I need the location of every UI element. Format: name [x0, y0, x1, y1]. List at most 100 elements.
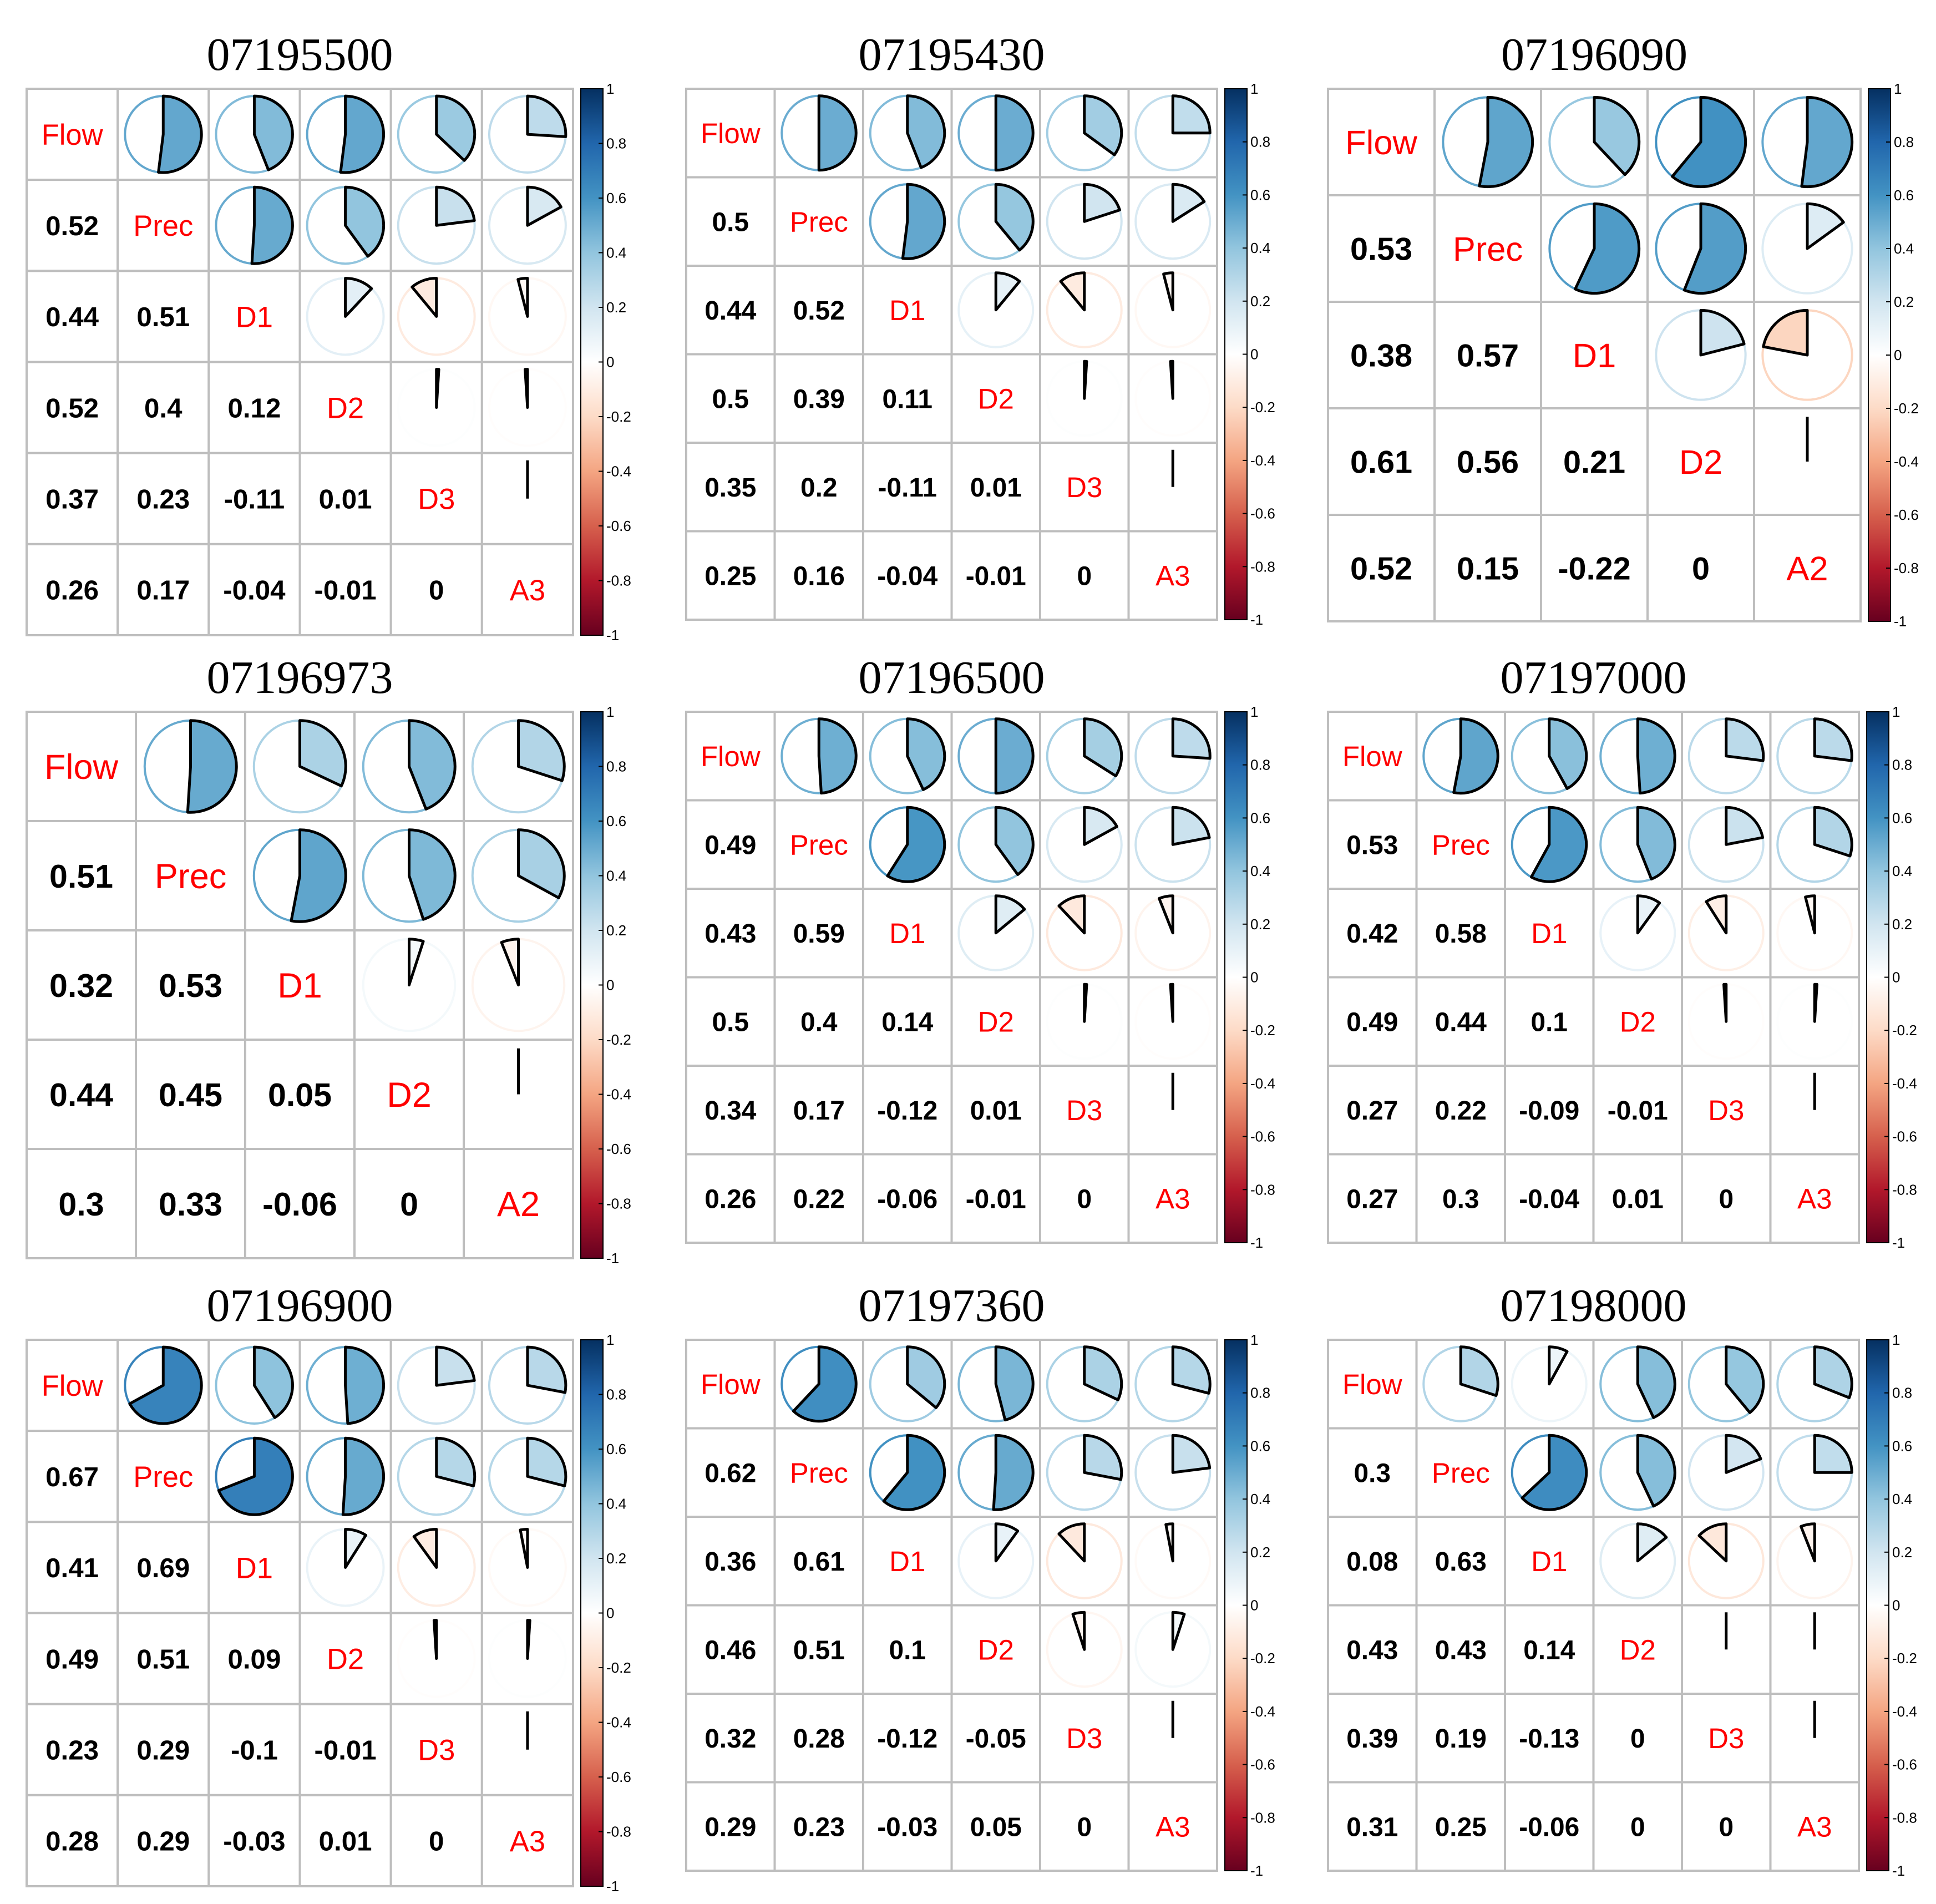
correlation-pie — [306, 276, 385, 356]
grid-cell — [1327, 1516, 1418, 1607]
correlation-value: -0.06 — [1519, 1812, 1579, 1842]
grid-cell — [685, 1339, 776, 1430]
correlation-pie — [1776, 1434, 1853, 1511]
correlation-value: -0.04 — [877, 561, 937, 591]
variable-label: D1 — [236, 1552, 273, 1584]
grid-cell — [135, 820, 246, 931]
correlation-value: 0.43 — [705, 919, 756, 949]
colorbar-tick-label: -1 — [606, 1878, 619, 1895]
correlation-value: -0.01 — [314, 575, 376, 606]
grid-cell — [116, 179, 210, 272]
colorbar-tick-label: -0.6 — [1892, 1756, 1917, 1773]
correlation-pie — [397, 368, 476, 447]
correlation-pie — [1687, 806, 1765, 883]
panel-07196973: 07196973 Flow 0.51 Prec 0.32 0.53 D1 0.44 0.45 0.… — [26, 652, 631, 1267]
colorbar-tick-label: 0.4 — [1250, 240, 1270, 256]
correlation-pie — [1134, 1611, 1212, 1688]
correlation-value: 0.58 — [1435, 919, 1487, 949]
colorbar-tick-label: -1 — [606, 1250, 619, 1267]
grid-cell — [1540, 301, 1649, 409]
correlation-value: 0.12 — [227, 393, 281, 423]
correlation-value: 0 — [1630, 1724, 1645, 1754]
correlation-value: 0.5 — [712, 1007, 749, 1037]
grid-cell — [1327, 1693, 1418, 1784]
grid-cell — [1327, 88, 1436, 196]
variable-label: D1 — [236, 301, 273, 333]
colorbar-tick-label: 0.2 — [606, 1550, 626, 1567]
correlation-value: 0.51 — [793, 1635, 845, 1665]
variable-label: Flow — [701, 1369, 761, 1400]
correlation-value: -0.04 — [223, 575, 286, 606]
correlation-value: 0 — [1692, 551, 1710, 587]
correlation-pie — [1511, 1345, 1588, 1422]
colorbar-tick-label: 0 — [1250, 1597, 1258, 1614]
correlation-pie — [1761, 202, 1853, 295]
grid-cell — [950, 1065, 1041, 1156]
variable-label: A2 — [497, 1185, 540, 1224]
grid-cell — [773, 1693, 864, 1784]
correlation-pie — [1599, 806, 1676, 883]
correlation-value: 0.32 — [49, 967, 113, 1004]
correlation-value: 0.49 — [45, 1644, 99, 1674]
correlation-pie — [1134, 806, 1212, 883]
colorbar-tick-label: 1 — [606, 703, 614, 720]
grid-cell — [1415, 976, 1506, 1067]
correlation-pie — [1046, 717, 1123, 794]
grid-cell — [1753, 514, 1862, 622]
grid-cell — [773, 1427, 864, 1518]
colorbar-tick-label: -1 — [1892, 1862, 1905, 1879]
correlation-value: 0.25 — [705, 561, 756, 591]
colorbar-tick-label: 0.6 — [1250, 186, 1270, 203]
correlation-value: 0.49 — [1346, 1007, 1398, 1037]
grid-cell — [862, 888, 953, 979]
grid-cell — [207, 361, 301, 454]
variable-label: Flow — [1342, 741, 1402, 772]
correlation-value: 0.1 — [889, 1635, 926, 1665]
grid-cell — [26, 1612, 119, 1705]
correlation-pie — [1687, 717, 1765, 794]
correlation-value: -0.01 — [966, 561, 1026, 591]
correlation-value: 0.38 — [1350, 338, 1412, 374]
colorbar-tick-label: 0.6 — [606, 190, 626, 206]
colorbar-tick-label: -0.4 — [1250, 1703, 1275, 1720]
correlation-pie — [488, 459, 567, 538]
colorbar-tick-label: -0.8 — [606, 1196, 631, 1212]
correlation-pie — [1134, 448, 1212, 525]
colorbar-tick-label: 0 — [606, 1605, 614, 1622]
colorbar-tick-label: -0.2 — [1250, 1650, 1275, 1667]
grid-cell — [773, 1065, 864, 1156]
correlation-pie — [781, 717, 858, 795]
correlation-pie — [1655, 95, 1747, 189]
grid-cell — [1327, 711, 1418, 802]
variable-label: Prec — [1432, 829, 1490, 861]
correlation-pie — [124, 1345, 203, 1425]
variable-label: D1 — [277, 966, 322, 1005]
colorbar-tick-label: 0.6 — [1892, 809, 1912, 826]
grid-cell — [950, 530, 1041, 621]
correlation-value: 0.29 — [705, 1812, 756, 1842]
grid-cell — [135, 929, 246, 1041]
correlation-value: 0.53 — [1346, 831, 1398, 860]
colorbar-tick-label: 1 — [1250, 703, 1258, 720]
colorbar-tick-label: 0.8 — [606, 135, 626, 152]
variable-label: Flow — [44, 748, 119, 787]
correlation-value: 0.05 — [970, 1812, 1022, 1842]
correlation-pie — [1422, 1345, 1499, 1422]
correlation-value: 0.29 — [136, 1735, 190, 1765]
correlation-pie — [471, 828, 566, 923]
grid-cell — [1504, 1153, 1595, 1244]
grid-cell — [298, 543, 392, 636]
panel-07196500: 07196500 Flow 0.49 Prec 0.43 0.59 D1 0.5 0.4 0.14… — [685, 652, 1275, 1251]
correlation-value: 0.01 — [319, 484, 372, 514]
correlation-value: 0.52 — [45, 393, 99, 423]
correlation-value: -0.01 — [314, 1735, 376, 1765]
correlation-value: 0.27 — [1346, 1184, 1398, 1214]
grid-cell — [26, 1039, 137, 1150]
grid-cell — [207, 452, 301, 545]
correlation-pie — [957, 183, 1035, 260]
grid-cell — [685, 88, 776, 179]
correlation-pie — [215, 1436, 294, 1516]
correlation-value: 0.01 — [970, 473, 1022, 503]
correlation-value: 0.3 — [1354, 1459, 1391, 1488]
